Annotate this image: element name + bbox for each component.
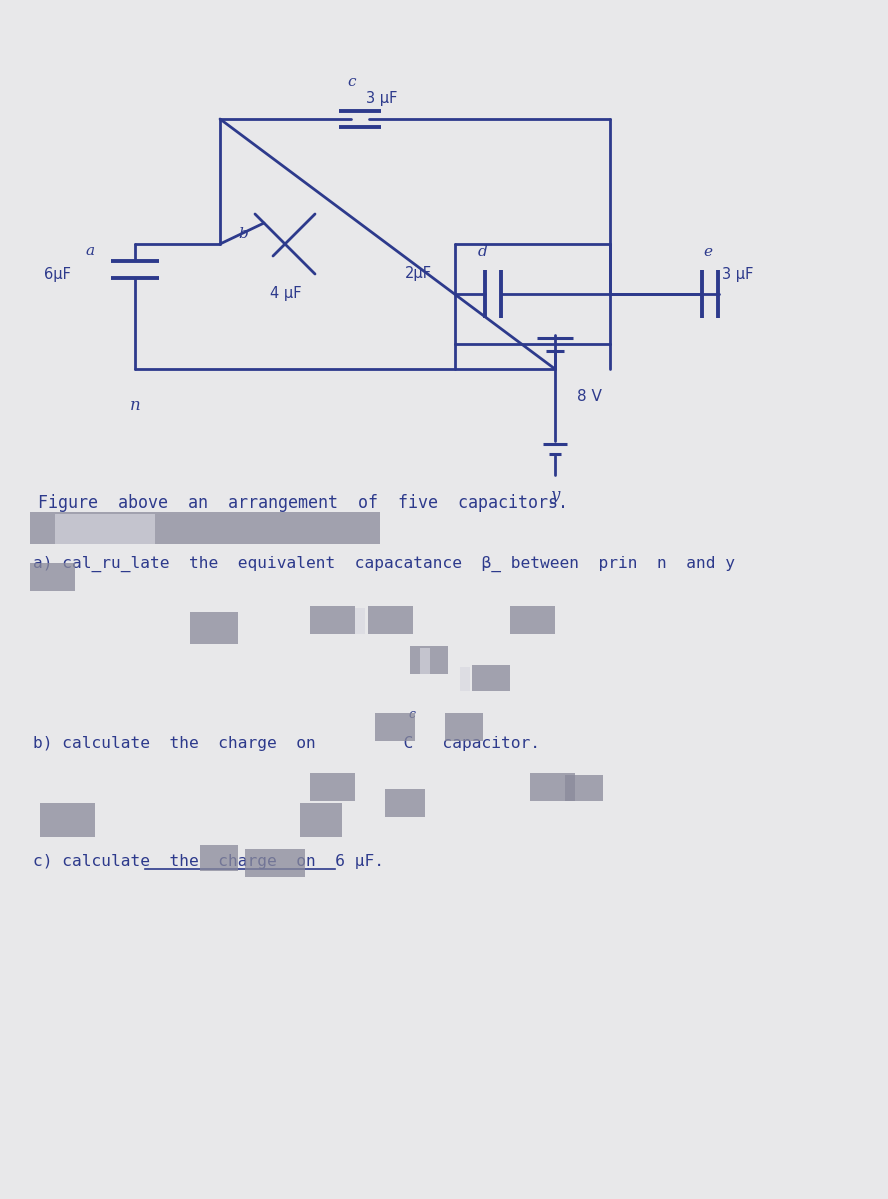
Text: 2μF: 2μF: [405, 266, 432, 281]
Text: c: c: [408, 707, 415, 721]
Text: c: c: [348, 76, 356, 89]
Text: y: y: [551, 487, 559, 504]
Text: Figure  above  an  arrangement  of  five  capacitors.: Figure above an arrangement of five capa…: [38, 494, 568, 512]
FancyBboxPatch shape: [510, 605, 555, 634]
Text: 6μF: 6μF: [44, 266, 70, 282]
FancyBboxPatch shape: [355, 608, 365, 634]
Text: 3 μF: 3 μF: [366, 91, 397, 106]
Text: 4 μF: 4 μF: [270, 287, 302, 301]
Text: b) calculate  the  charge  on         C   capacitor.: b) calculate the charge on C capacitor.: [33, 736, 540, 751]
FancyBboxPatch shape: [40, 803, 95, 837]
FancyBboxPatch shape: [190, 611, 238, 644]
FancyBboxPatch shape: [530, 773, 575, 801]
Text: n: n: [130, 397, 140, 414]
FancyBboxPatch shape: [300, 803, 342, 837]
FancyBboxPatch shape: [245, 849, 305, 876]
FancyBboxPatch shape: [460, 667, 470, 691]
FancyBboxPatch shape: [200, 845, 238, 870]
FancyBboxPatch shape: [445, 713, 483, 741]
Text: e: e: [703, 245, 712, 259]
Text: 8 V: 8 V: [577, 388, 602, 404]
FancyBboxPatch shape: [385, 789, 425, 817]
FancyBboxPatch shape: [368, 605, 413, 634]
FancyBboxPatch shape: [410, 646, 448, 674]
FancyBboxPatch shape: [472, 665, 510, 691]
FancyBboxPatch shape: [310, 605, 355, 634]
Text: a) cal̲ru̲late  the  equivalent  capacatance  β̲ between  prin  n  and y: a) cal̲ru̲late the equivalent capacatanc…: [33, 556, 735, 572]
FancyBboxPatch shape: [420, 647, 430, 674]
FancyBboxPatch shape: [375, 713, 415, 741]
Text: 3 μF: 3 μF: [722, 267, 753, 282]
FancyBboxPatch shape: [310, 773, 355, 801]
FancyBboxPatch shape: [55, 514, 155, 544]
Text: a: a: [85, 245, 94, 258]
FancyBboxPatch shape: [30, 512, 380, 544]
Text: c) calculate  the  charge  on  6 μF.: c) calculate the charge on 6 μF.: [33, 854, 384, 869]
Text: d: d: [478, 245, 488, 259]
FancyBboxPatch shape: [565, 775, 603, 801]
FancyBboxPatch shape: [30, 564, 75, 591]
Text: b: b: [238, 227, 248, 241]
